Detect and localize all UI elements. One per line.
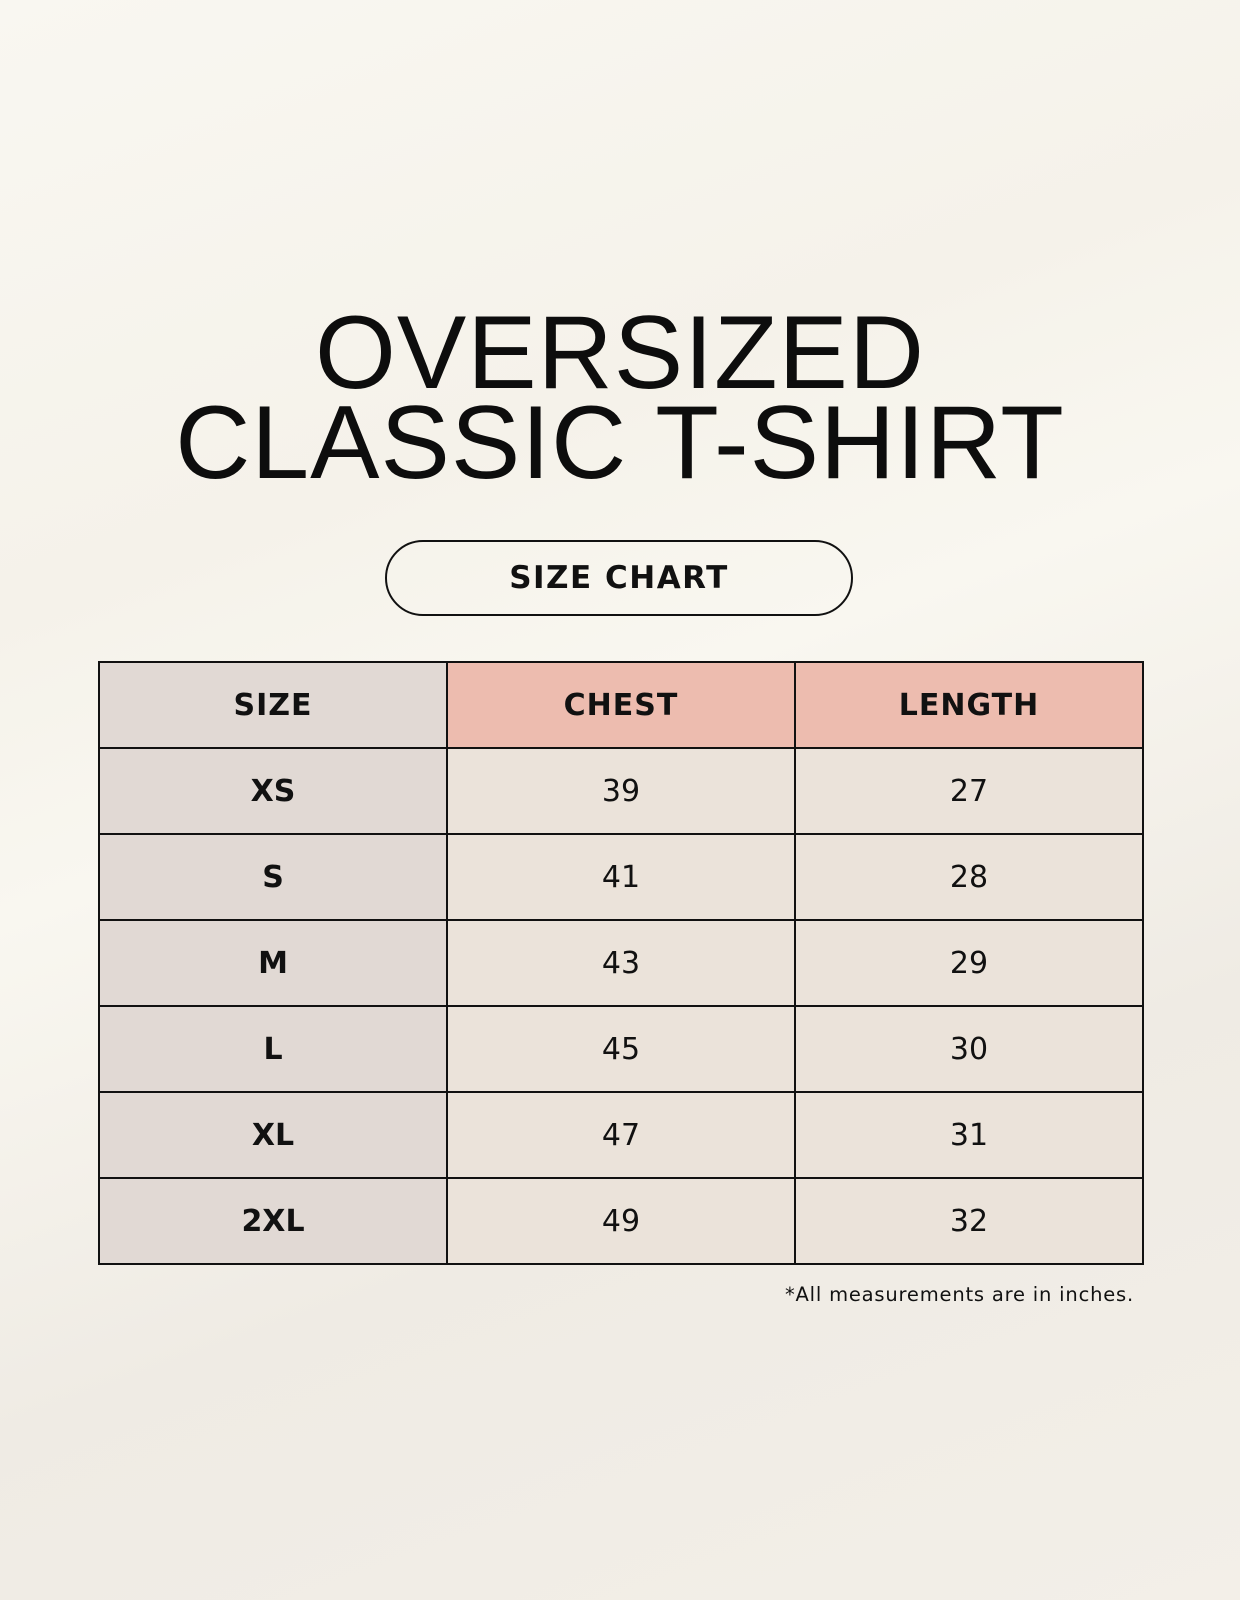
length-cell: 28 xyxy=(794,833,1144,921)
header-length: LENGTH xyxy=(794,661,1144,749)
chest-cell: 41 xyxy=(446,833,796,921)
footnote: *All measurements are in inches. xyxy=(784,1283,1134,1306)
table-row: M 43 29 xyxy=(98,919,1144,1007)
table-row: L 45 30 xyxy=(98,1005,1144,1093)
table-row: S 41 28 xyxy=(98,833,1144,921)
header-size: SIZE xyxy=(98,661,448,749)
size-cell: XL xyxy=(98,1091,448,1179)
chest-cell: 49 xyxy=(446,1177,796,1265)
size-cell: 2XL xyxy=(98,1177,448,1265)
header-chest: CHEST xyxy=(446,661,796,749)
title-line-1: OVERSIZED xyxy=(315,295,925,411)
length-cell: 30 xyxy=(794,1005,1144,1093)
chest-cell: 39 xyxy=(446,747,796,835)
size-cell: L xyxy=(98,1005,448,1093)
chest-cell: 47 xyxy=(446,1091,796,1179)
length-cell: 29 xyxy=(794,919,1144,1007)
size-cell: S xyxy=(98,833,448,921)
table-header-row: SIZE CHEST LENGTH xyxy=(98,661,1144,749)
table-row: XL 47 31 xyxy=(98,1091,1144,1179)
length-cell: 32 xyxy=(794,1177,1144,1265)
size-chart-badge: SIZE CHART xyxy=(385,540,853,616)
length-cell: 27 xyxy=(794,747,1144,835)
size-cell: XS xyxy=(98,747,448,835)
size-cell: M xyxy=(98,919,448,1007)
chest-cell: 43 xyxy=(446,919,796,1007)
table-row: 2XL 49 32 xyxy=(98,1177,1144,1265)
length-cell: 31 xyxy=(794,1091,1144,1179)
chest-cell: 45 xyxy=(446,1005,796,1093)
page-title: OVERSIZED CLASSIC T-SHIRT xyxy=(0,295,1240,501)
title-line-2: CLASSIC T-SHIRT xyxy=(175,385,1065,501)
table-row: XS 39 27 xyxy=(98,747,1144,835)
size-table: SIZE CHEST LENGTH XS 39 27 S 41 28 M 43 29 L 45 30 X… xyxy=(98,661,1144,1265)
